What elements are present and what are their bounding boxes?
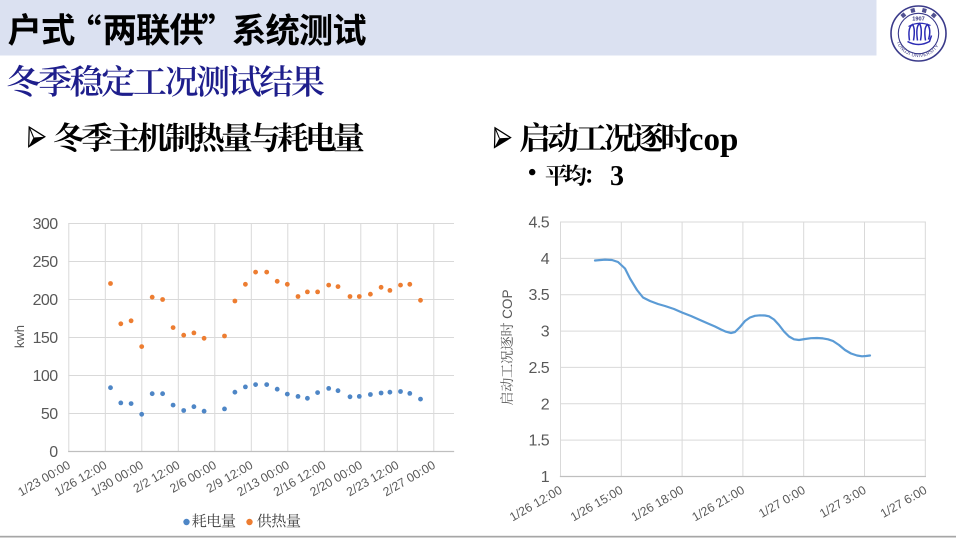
svg-text:3.5: 3.5 [529, 287, 550, 304]
svg-text:0: 0 [49, 444, 58, 461]
svg-text:150: 150 [33, 330, 59, 347]
svg-text:1907: 1907 [912, 17, 924, 23]
svg-text:1: 1 [541, 469, 550, 486]
svg-text:3: 3 [541, 324, 550, 341]
svg-text:kwh: kwh [12, 325, 27, 348]
svg-text:50: 50 [41, 406, 58, 423]
svg-text:100: 100 [33, 368, 59, 385]
svg-text:250: 250 [33, 254, 59, 271]
svg-text:2.5: 2.5 [529, 360, 550, 377]
svg-text:4: 4 [541, 251, 550, 268]
svg-text:cop: cop [689, 122, 739, 158]
svg-text:2: 2 [541, 396, 550, 413]
svg-text:COP: COP [500, 289, 515, 318]
svg-text:3: 3 [610, 161, 624, 192]
svg-text:200: 200 [33, 292, 59, 309]
svg-text:1.5: 1.5 [529, 433, 550, 450]
svg-text:4.5: 4.5 [529, 215, 550, 232]
svg-text:300: 300 [33, 216, 59, 233]
